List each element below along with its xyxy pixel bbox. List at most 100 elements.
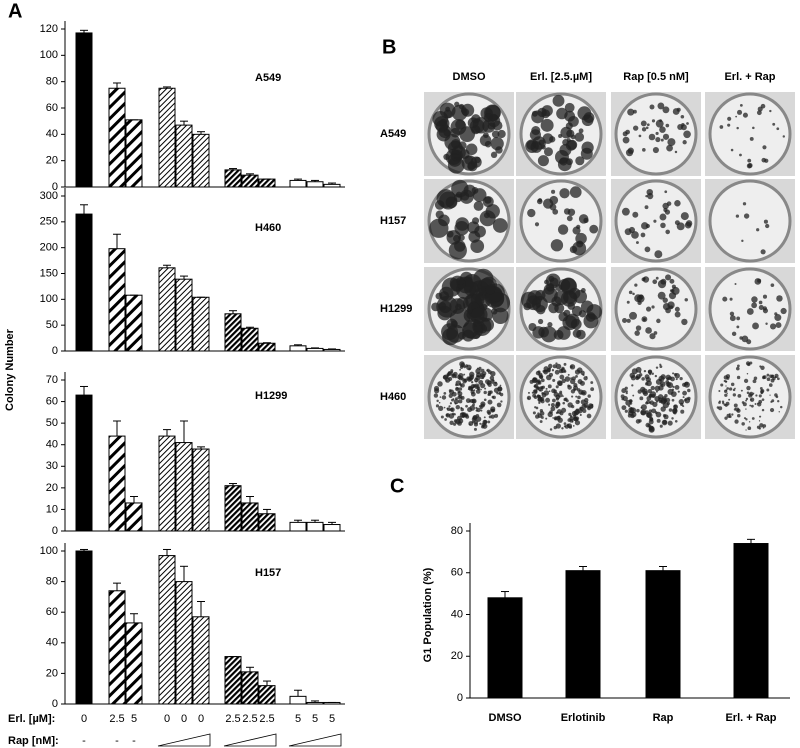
colony	[445, 379, 448, 382]
error-bar	[180, 120, 188, 126]
y-tick-label: 40	[46, 128, 58, 140]
colony	[621, 405, 627, 411]
colony	[473, 427, 477, 431]
colony	[766, 377, 771, 382]
colony	[437, 381, 443, 387]
colony	[439, 396, 442, 398]
colony	[529, 379, 534, 384]
bar	[241, 671, 259, 705]
colony	[455, 217, 470, 231]
colony	[537, 318, 544, 325]
colony	[545, 283, 555, 292]
colony	[533, 383, 539, 389]
colony	[460, 383, 465, 388]
x-tick-label: 5	[329, 713, 335, 725]
x-tick-label: 5	[295, 713, 301, 725]
colony	[661, 419, 668, 426]
colony	[644, 205, 649, 210]
colony	[497, 386, 503, 392]
colony	[774, 373, 779, 378]
bar	[258, 513, 276, 532]
colony	[458, 387, 463, 391]
colony	[571, 395, 574, 398]
colony	[499, 384, 502, 387]
colony	[654, 374, 658, 378]
bar	[224, 313, 242, 352]
colony	[762, 376, 766, 380]
colony	[720, 383, 724, 387]
colony	[625, 392, 628, 395]
colony	[555, 362, 558, 365]
colony	[727, 123, 731, 127]
colony	[435, 292, 443, 300]
error-bar	[263, 508, 271, 514]
colony	[532, 411, 536, 415]
colony	[757, 402, 759, 405]
colony	[752, 392, 755, 395]
colony	[582, 373, 585, 376]
colony	[454, 375, 458, 379]
colony	[492, 307, 509, 325]
colony	[443, 153, 450, 160]
colony	[731, 413, 734, 416]
colony	[739, 153, 742, 157]
colony	[559, 374, 565, 380]
colony	[644, 374, 650, 380]
colony	[564, 397, 568, 401]
x-tick-label: 2.5	[259, 713, 274, 725]
colony	[659, 363, 662, 366]
y-tick-label: 100	[40, 49, 58, 61]
y-tick-label: 40	[46, 637, 58, 649]
bar	[306, 521, 324, 532]
colony	[736, 126, 739, 130]
colony	[646, 400, 650, 405]
colony	[567, 373, 570, 376]
colony	[580, 392, 583, 395]
colony	[745, 399, 748, 402]
colony	[751, 417, 755, 420]
colony	[483, 398, 487, 402]
colony	[578, 128, 584, 134]
bar	[125, 119, 143, 188]
colony	[680, 114, 685, 119]
error-bar	[113, 582, 121, 591]
colony	[555, 397, 560, 401]
colony	[554, 403, 560, 409]
bar	[289, 695, 307, 705]
colony	[552, 94, 565, 107]
colony	[746, 372, 749, 375]
colony	[429, 218, 449, 238]
colony	[471, 187, 479, 194]
colony	[680, 402, 684, 407]
bar	[258, 178, 276, 188]
colony	[632, 394, 635, 397]
colony	[636, 408, 640, 413]
colony	[662, 133, 670, 140]
x-tick-label: 2.5	[225, 713, 240, 725]
x-tick-label: 2.5	[109, 713, 124, 725]
colony	[559, 188, 570, 199]
error-bar	[80, 548, 88, 551]
colony	[730, 382, 735, 387]
colony	[534, 406, 537, 409]
colony	[645, 194, 648, 198]
colony	[747, 158, 752, 163]
colony	[621, 388, 627, 394]
colony	[665, 380, 670, 384]
colony	[436, 189, 456, 208]
colony	[450, 407, 454, 412]
colony	[774, 314, 782, 322]
bar	[158, 267, 176, 352]
bar	[289, 179, 307, 188]
colony	[480, 401, 486, 407]
y-tick-label: 80	[451, 525, 463, 537]
colony	[665, 229, 670, 235]
colony	[451, 391, 457, 397]
error-bar	[130, 495, 138, 503]
error-bar	[501, 591, 509, 598]
bar	[733, 543, 769, 699]
colony	[731, 331, 737, 337]
colony	[635, 366, 642, 373]
colony	[590, 381, 594, 384]
colony	[561, 427, 564, 430]
